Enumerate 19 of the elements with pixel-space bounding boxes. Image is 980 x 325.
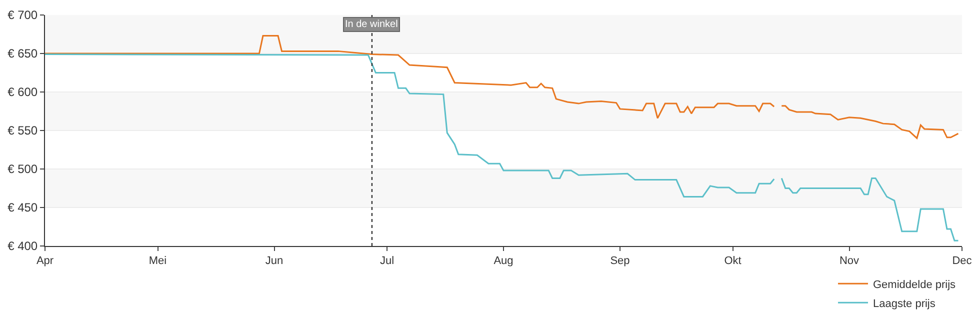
legend-label: Gemiddelde prijs [873,278,956,291]
y-tick-label: € 400 [8,239,38,254]
x-tick-label: Mei [148,255,167,268]
x-tick-label: Jun [265,255,284,268]
x-tick-label: Apr [36,255,54,268]
y-tick-label: € 650 [8,46,38,61]
x-tick-label: Aug [494,255,514,268]
y-tick-label: € 500 [8,162,38,176]
y-tick-label: € 550 [8,124,38,138]
ref-line-label: In de winkel [345,19,398,30]
legend-label: Laagste prijs [873,298,936,310]
x-tick-label: Okt [724,255,742,268]
y-tick-label: € 700 [8,8,38,22]
x-tick-label: Dec [952,255,972,268]
x-tick-label: Nov [839,255,860,268]
y-tick-label: € 600 [8,85,38,100]
x-tick-label: Jul [380,255,394,268]
y-tick-label: € 450 [8,200,38,215]
x-tick-label: Sep [610,255,630,268]
